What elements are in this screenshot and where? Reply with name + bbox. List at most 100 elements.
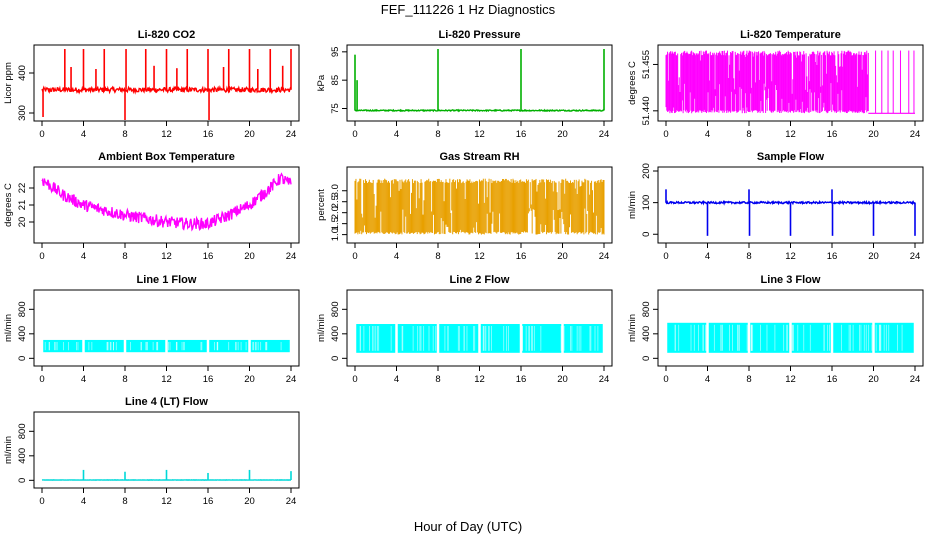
y-tick-label: 300 [17,105,28,121]
series-line [354,108,605,113]
x-tick-label: 16 [203,129,214,140]
y-axis-label: ml/min [3,314,14,342]
x-tick-label: 20 [244,251,255,262]
y-tick-label: 0 [641,356,652,361]
chart-panel: Li-820 Pressure kPa 0 4 8 12 16 20 24 75 85 95 [316,29,613,140]
y-tick-label: 1.5 [330,217,341,230]
x-tick-label: 4 [81,129,86,140]
plot-frame [33,289,300,367]
x-tick-label: 4 [705,129,710,140]
panel-title: Line 2 Flow [450,274,510,286]
x-tick-label: 4 [705,251,710,262]
x-tick-label: 24 [599,129,610,140]
flow-block [522,324,562,353]
x-tick-label: 4 [394,129,399,140]
panel-title: Sample Flow [757,151,825,163]
x-tick-label: 24 [599,251,610,262]
data-series [354,49,605,113]
chart-panel: Line 1 Flow ml/min 0 4 8 12 16 20 24 0 400 800 [3,274,300,385]
x-tick-label: 16 [203,374,214,385]
x-tick-label: 20 [244,374,255,385]
x-tick-label: 24 [286,129,297,140]
x-tick-label: 16 [203,496,214,507]
x-tick-label: 8 [122,251,127,262]
y-tick-label: 400 [641,326,652,342]
figure-xlabel: Hour of Day (UTC) [414,519,522,534]
data-series [41,49,292,120]
x-tick-label: 0 [352,251,357,262]
y-tick-label: 0 [17,478,28,483]
chart-panel: Line 2 Flow ml/min 0 4 8 12 16 20 24 0 400 800 [316,274,613,385]
chart-panel: Li-820 Temperature degrees C 0 4 8 12 16 20 24 51… [627,29,924,140]
flow-block [708,322,748,353]
x-tick-label: 12 [474,129,485,140]
panel-title: Ambient Box Temperature [98,151,235,163]
y-tick-label: 95 [330,47,341,58]
y-axis-label: ml/min [3,436,14,464]
x-tick-label: 12 [785,129,796,140]
x-tick-label: 0 [663,374,668,385]
flow-block [43,339,83,353]
x-tick-label: 16 [516,374,527,385]
panel-title: Gas Stream RH [439,151,519,163]
y-tick-label: 2.0 [330,206,341,219]
x-tick-label: 12 [474,374,485,385]
x-tick-label: 8 [746,129,751,140]
flow-block [667,322,707,353]
y-tick-label: 1.0 [330,228,341,241]
data-series [665,189,916,236]
x-tick-label: 24 [286,496,297,507]
x-tick-label: 24 [286,251,297,262]
x-tick-label: 24 [910,374,921,385]
flow-block [874,322,914,353]
x-tick-label: 12 [161,251,172,262]
y-tick-label: 85 [330,75,341,86]
y-axis-label: degrees C [3,183,14,227]
x-tick-label: 16 [827,129,838,140]
x-tick-label: 20 [244,129,255,140]
x-tick-label: 20 [244,496,255,507]
flow-block [167,339,207,353]
x-tick-label: 20 [868,129,879,140]
flow-block [480,324,520,353]
data-series [354,178,605,235]
y-tick-label: 800 [641,301,652,317]
y-tick-label: 100 [641,195,652,211]
plot-frame [346,44,613,122]
y-tick-label: 400 [17,448,28,464]
x-tick-label: 8 [435,374,440,385]
x-tick-label: 8 [122,374,127,385]
x-tick-label: 12 [785,374,796,385]
x-tick-label: 0 [39,251,44,262]
x-tick-label: 0 [663,129,668,140]
x-tick-label: 0 [663,251,668,262]
chart-panel: Gas Stream RH percent 0 4 8 12 16 20 24 1.01.52.0… [316,151,613,262]
x-tick-label: 8 [435,129,440,140]
x-tick-label: 20 [557,129,568,140]
x-tick-label: 4 [705,374,710,385]
chart-panel: Sample Flow ml/min 0 4 8 12 16 20 24 0 100 200 [627,151,924,262]
y-axis-label: ml/min [627,191,638,219]
y-axis-label: Licor ppm [3,62,14,104]
x-tick-label: 20 [868,374,879,385]
flow-block [250,339,290,353]
x-tick-label: 16 [516,251,527,262]
chart-panel: Line 4 (LT) Flow ml/min 0 4 8 12 16 20 24 0 400 800 [3,396,300,507]
x-tick-label: 16 [203,251,214,262]
x-tick-label: 4 [394,251,399,262]
plot-frame [33,166,300,244]
y-axis-label: percent [316,189,327,221]
x-tick-label: 12 [161,496,172,507]
y-tick-label: 800 [17,301,28,317]
y-axis-label: ml/min [316,314,327,342]
panel-title: Li-820 CO2 [138,29,195,41]
x-tick-label: 0 [352,374,357,385]
y-tick-label: 3.0 [330,184,341,197]
panel-title: Line 3 Flow [761,274,821,286]
chart-panel: Ambient Box Temperature degrees C 0 4 8 12 16 2… [3,151,300,262]
x-tick-label: 8 [122,129,127,140]
x-tick-label: 24 [599,374,610,385]
y-tick-label: 200 [641,163,652,179]
